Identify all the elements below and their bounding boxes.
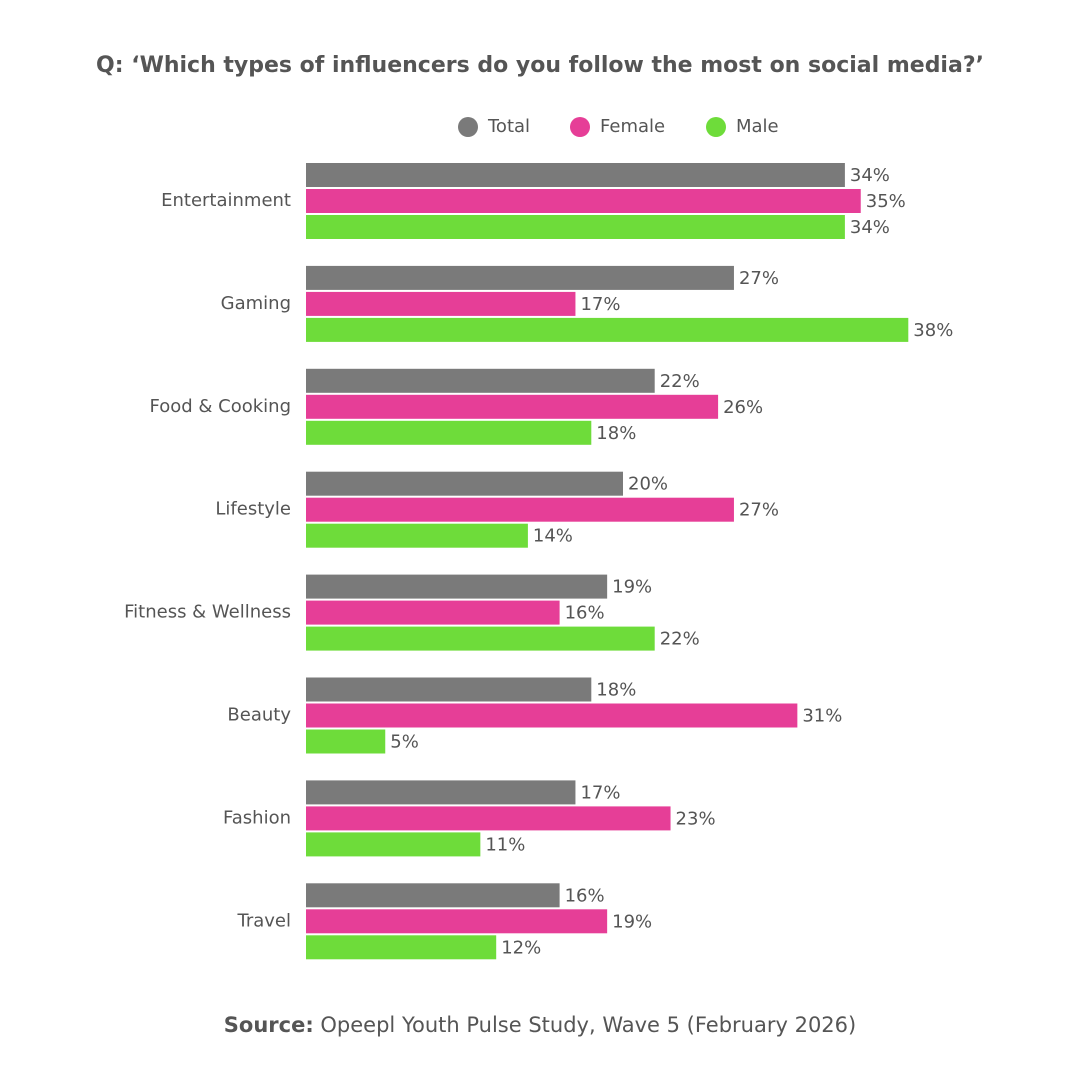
- bar: [306, 832, 481, 857]
- bar: [306, 265, 734, 290]
- bar: [306, 471, 623, 496]
- data-label: 18%: [596, 680, 636, 701]
- bar: [306, 163, 845, 187]
- legend-label: Male: [736, 116, 779, 137]
- bar: [306, 523, 528, 548]
- y-tick-label: Gaming: [221, 293, 291, 314]
- data-label: 34%: [850, 165, 890, 186]
- bar: [306, 626, 655, 651]
- legend-marker: [458, 117, 478, 137]
- bar: [306, 600, 560, 625]
- y-tick-label: Food & Cooking: [150, 396, 292, 417]
- y-tick-label: Lifestyle: [215, 499, 291, 520]
- source-label: Source:: [224, 1013, 314, 1037]
- bar: [306, 189, 861, 213]
- data-label: 12%: [501, 937, 541, 958]
- bar: [306, 574, 608, 599]
- data-label: 18%: [596, 423, 636, 444]
- data-label: 22%: [660, 629, 700, 650]
- data-label: 27%: [739, 500, 779, 521]
- legend-marker: [570, 117, 590, 137]
- data-label: 20%: [628, 474, 668, 495]
- y-tick-label: Entertainment: [161, 190, 291, 211]
- data-label: 26%: [723, 397, 763, 418]
- source: Source: Opeepl Youth Pulse Study, Wave 5…: [224, 1013, 856, 1037]
- bar: [306, 780, 576, 805]
- data-label: 31%: [802, 706, 842, 727]
- legend-label: Total: [487, 116, 530, 137]
- data-label: 11%: [485, 834, 525, 855]
- bar: [306, 420, 592, 445]
- y-tick-label: Travel: [236, 910, 291, 931]
- data-label: 34%: [850, 217, 890, 238]
- y-tick-label: Fitness & Wellness: [124, 602, 291, 623]
- source-text: Opeepl Youth Pulse Study, Wave 5 (Februa…: [320, 1013, 856, 1037]
- bar: [306, 909, 608, 934]
- data-label: 14%: [533, 526, 573, 547]
- data-label: 23%: [676, 808, 716, 829]
- bar: [306, 368, 655, 393]
- data-label: 27%: [739, 268, 779, 289]
- bar: [306, 935, 497, 960]
- bar: [306, 883, 560, 908]
- data-label: 38%: [913, 320, 953, 341]
- bar: [306, 215, 845, 239]
- bar: [306, 806, 671, 831]
- chart-title: Q: ‘Which types of influencers do you fo…: [96, 53, 984, 78]
- bar: [306, 677, 592, 702]
- bar: [306, 729, 386, 754]
- y-tick-label: Beauty: [227, 705, 291, 726]
- data-label: 19%: [612, 911, 652, 932]
- data-label: 5%: [390, 732, 419, 753]
- data-label: 22%: [660, 371, 700, 392]
- legend-marker: [706, 117, 726, 137]
- bar: [306, 703, 798, 728]
- data-label: 35%: [866, 191, 906, 212]
- data-label: 17%: [580, 294, 620, 315]
- data-label: 17%: [580, 782, 620, 803]
- y-tick-label: Fashion: [223, 807, 291, 828]
- bar: [306, 291, 576, 316]
- data-label: 16%: [565, 885, 605, 906]
- data-label: 19%: [612, 577, 652, 598]
- bar: [306, 497, 734, 522]
- bar: [306, 394, 719, 419]
- bar: [306, 317, 909, 342]
- data-label: 16%: [565, 603, 605, 624]
- legend-label: Female: [600, 116, 665, 137]
